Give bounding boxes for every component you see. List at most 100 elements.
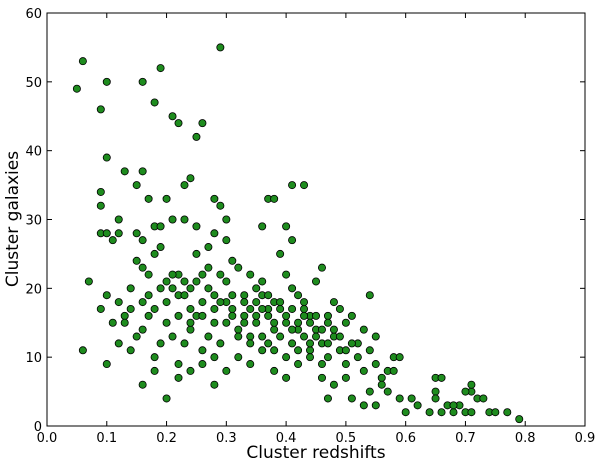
- data-point: [234, 263, 243, 272]
- data-point: [186, 318, 195, 327]
- y-axis-label: Cluster galaxies: [3, 151, 23, 287]
- data-point: [258, 222, 267, 231]
- x-tick-label: 0.8: [515, 431, 536, 446]
- data-point: [216, 43, 225, 52]
- data-point: [288, 339, 297, 348]
- data-point: [138, 167, 147, 176]
- data-point: [270, 366, 279, 375]
- data-point: [413, 401, 422, 410]
- data-point: [114, 339, 123, 348]
- data-point: [150, 304, 159, 313]
- data-point: [323, 311, 332, 320]
- data-point: [114, 215, 123, 224]
- data-point: [317, 360, 326, 369]
- data-point: [329, 298, 338, 307]
- data-point: [228, 311, 237, 320]
- data-point: [78, 346, 87, 355]
- data-point: [156, 284, 165, 293]
- data-point: [198, 360, 207, 369]
- data-point: [102, 360, 111, 369]
- data-point: [294, 360, 303, 369]
- data-point: [294, 346, 303, 355]
- data-point: [401, 408, 410, 417]
- data-point: [150, 366, 159, 375]
- data-point: [150, 98, 159, 107]
- data-point: [192, 249, 201, 258]
- data-point: [246, 360, 255, 369]
- data-point: [306, 318, 315, 327]
- data-point: [437, 373, 446, 382]
- data-point: [467, 408, 476, 417]
- data-point: [252, 298, 261, 307]
- x-tick-label: 0.6: [395, 431, 416, 446]
- data-point: [323, 339, 332, 348]
- data-point: [222, 366, 231, 375]
- data-point: [198, 270, 207, 279]
- data-point: [156, 339, 165, 348]
- data-point: [168, 215, 177, 224]
- data-point: [192, 222, 201, 231]
- data-point: [108, 236, 117, 245]
- data-point: [341, 346, 350, 355]
- data-point: [347, 311, 356, 320]
- data-point: [156, 64, 165, 73]
- data-point: [144, 194, 153, 203]
- data-point: [234, 325, 243, 334]
- data-point: [210, 229, 219, 238]
- data-point: [222, 215, 231, 224]
- data-point: [180, 215, 189, 224]
- y-tick-label: 30: [25, 214, 42, 229]
- data-point: [180, 291, 189, 300]
- data-point: [102, 77, 111, 86]
- data-point: [377, 373, 386, 382]
- data-point: [246, 304, 255, 313]
- data-point: [300, 304, 309, 313]
- data-point: [186, 174, 195, 183]
- data-point: [138, 380, 147, 389]
- data-point: [383, 387, 392, 396]
- data-point: [144, 270, 153, 279]
- data-point: [162, 298, 171, 307]
- data-point: [503, 408, 512, 417]
- data-point: [371, 360, 380, 369]
- data-point: [288, 284, 297, 293]
- data-point: [270, 346, 279, 355]
- data-point: [204, 284, 213, 293]
- data-point: [258, 304, 267, 313]
- data-point: [162, 277, 171, 286]
- data-point: [168, 332, 177, 341]
- x-tick-label: 0.5: [336, 431, 357, 446]
- data-point: [311, 332, 320, 341]
- data-point: [288, 181, 297, 190]
- data-point: [365, 346, 374, 355]
- data-point: [276, 332, 285, 341]
- data-point: [282, 270, 291, 279]
- x-tick-label: 0.7: [455, 431, 476, 446]
- data-point: [132, 332, 141, 341]
- data-point: [246, 339, 255, 348]
- data-point: [150, 353, 159, 362]
- data-point: [425, 408, 434, 417]
- data-point: [216, 270, 225, 279]
- data-point: [162, 318, 171, 327]
- data-point: [300, 298, 309, 307]
- data-point: [156, 243, 165, 252]
- data-point: [258, 277, 267, 286]
- data-point: [353, 353, 362, 362]
- x-tick-label: 0.9: [575, 431, 596, 446]
- data-point: [210, 304, 219, 313]
- data-point: [317, 263, 326, 272]
- data-point: [431, 387, 440, 396]
- data-point: [306, 339, 315, 348]
- data-point: [276, 298, 285, 307]
- data-point: [210, 291, 219, 300]
- data-point: [210, 318, 219, 327]
- x-tick-label: 0.1: [96, 431, 117, 446]
- data-point: [96, 304, 105, 313]
- plot-area: [46, 12, 586, 427]
- data-points: [72, 43, 524, 424]
- x-tick-label: 0.4: [276, 431, 297, 446]
- data-point: [252, 284, 261, 293]
- data-point: [359, 325, 368, 334]
